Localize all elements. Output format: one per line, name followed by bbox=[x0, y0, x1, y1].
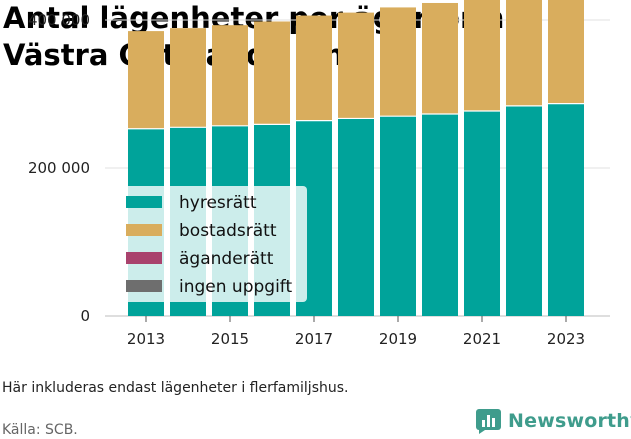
x-tick-label: 2021 bbox=[463, 330, 501, 348]
brand-name: Newsworthy bbox=[508, 410, 631, 432]
x-tick-label: 2017 bbox=[295, 330, 333, 348]
y-tick-label: 200 000 bbox=[28, 159, 90, 177]
x-tick-label: 2015 bbox=[211, 330, 249, 348]
bar-segment bbox=[506, 105, 542, 316]
legend-label: ingen uppgift bbox=[179, 277, 292, 297]
bar-segment bbox=[254, 21, 290, 125]
bar-segment bbox=[380, 7, 416, 117]
legend-background bbox=[117, 186, 307, 302]
legend-swatch bbox=[126, 196, 162, 208]
bar-segment bbox=[380, 116, 416, 316]
bar-segment bbox=[464, 0, 500, 112]
bar-segment bbox=[296, 15, 332, 121]
bar-segment bbox=[548, 0, 584, 104]
newsworthy-chart-icon bbox=[476, 408, 501, 434]
legend: hyresrätt bostadsrätt äganderätt ingen uppg… bbox=[117, 186, 307, 302]
newsworthy-logo: Newsworthy bbox=[476, 406, 631, 436]
footnote: Här inkluderas endast lägenheter i flerf… bbox=[2, 380, 349, 396]
bar-segment bbox=[422, 113, 458, 316]
bar-segment bbox=[422, 2, 458, 114]
bar-segment bbox=[170, 28, 206, 128]
bar-segment bbox=[548, 103, 584, 317]
y-axis-ticks: 0 200 000 400 000 bbox=[28, 11, 90, 325]
bar-segment bbox=[212, 25, 248, 126]
bar-segment bbox=[464, 111, 500, 317]
legend-swatch bbox=[126, 224, 162, 236]
source-text: Källa: SCB. bbox=[2, 422, 78, 438]
x-tick-label: 2013 bbox=[127, 330, 165, 348]
legend-swatch bbox=[126, 252, 162, 264]
legend-swatch bbox=[126, 280, 162, 292]
bar-segment bbox=[338, 12, 374, 119]
x-tick-label: 2023 bbox=[547, 330, 585, 348]
bar-segment bbox=[506, 0, 542, 106]
bar-segment bbox=[338, 118, 374, 316]
y-tick-label: 0 bbox=[80, 307, 90, 325]
stacked-bar-chart: 0 200 000 400 000 2013 2015 2017 2019 2021 2023… bbox=[28, 0, 610, 348]
legend-label: äganderätt bbox=[179, 249, 274, 269]
x-axis-ticks: 2013 2015 2017 2019 2021 2023 bbox=[127, 316, 585, 348]
y-tick-label: 400 000 bbox=[28, 11, 90, 29]
legend-label: hyresrätt bbox=[179, 193, 257, 213]
x-tick-label: 2019 bbox=[379, 330, 417, 348]
bar-segment bbox=[128, 31, 164, 129]
legend-label: bostadsrätt bbox=[179, 221, 277, 241]
